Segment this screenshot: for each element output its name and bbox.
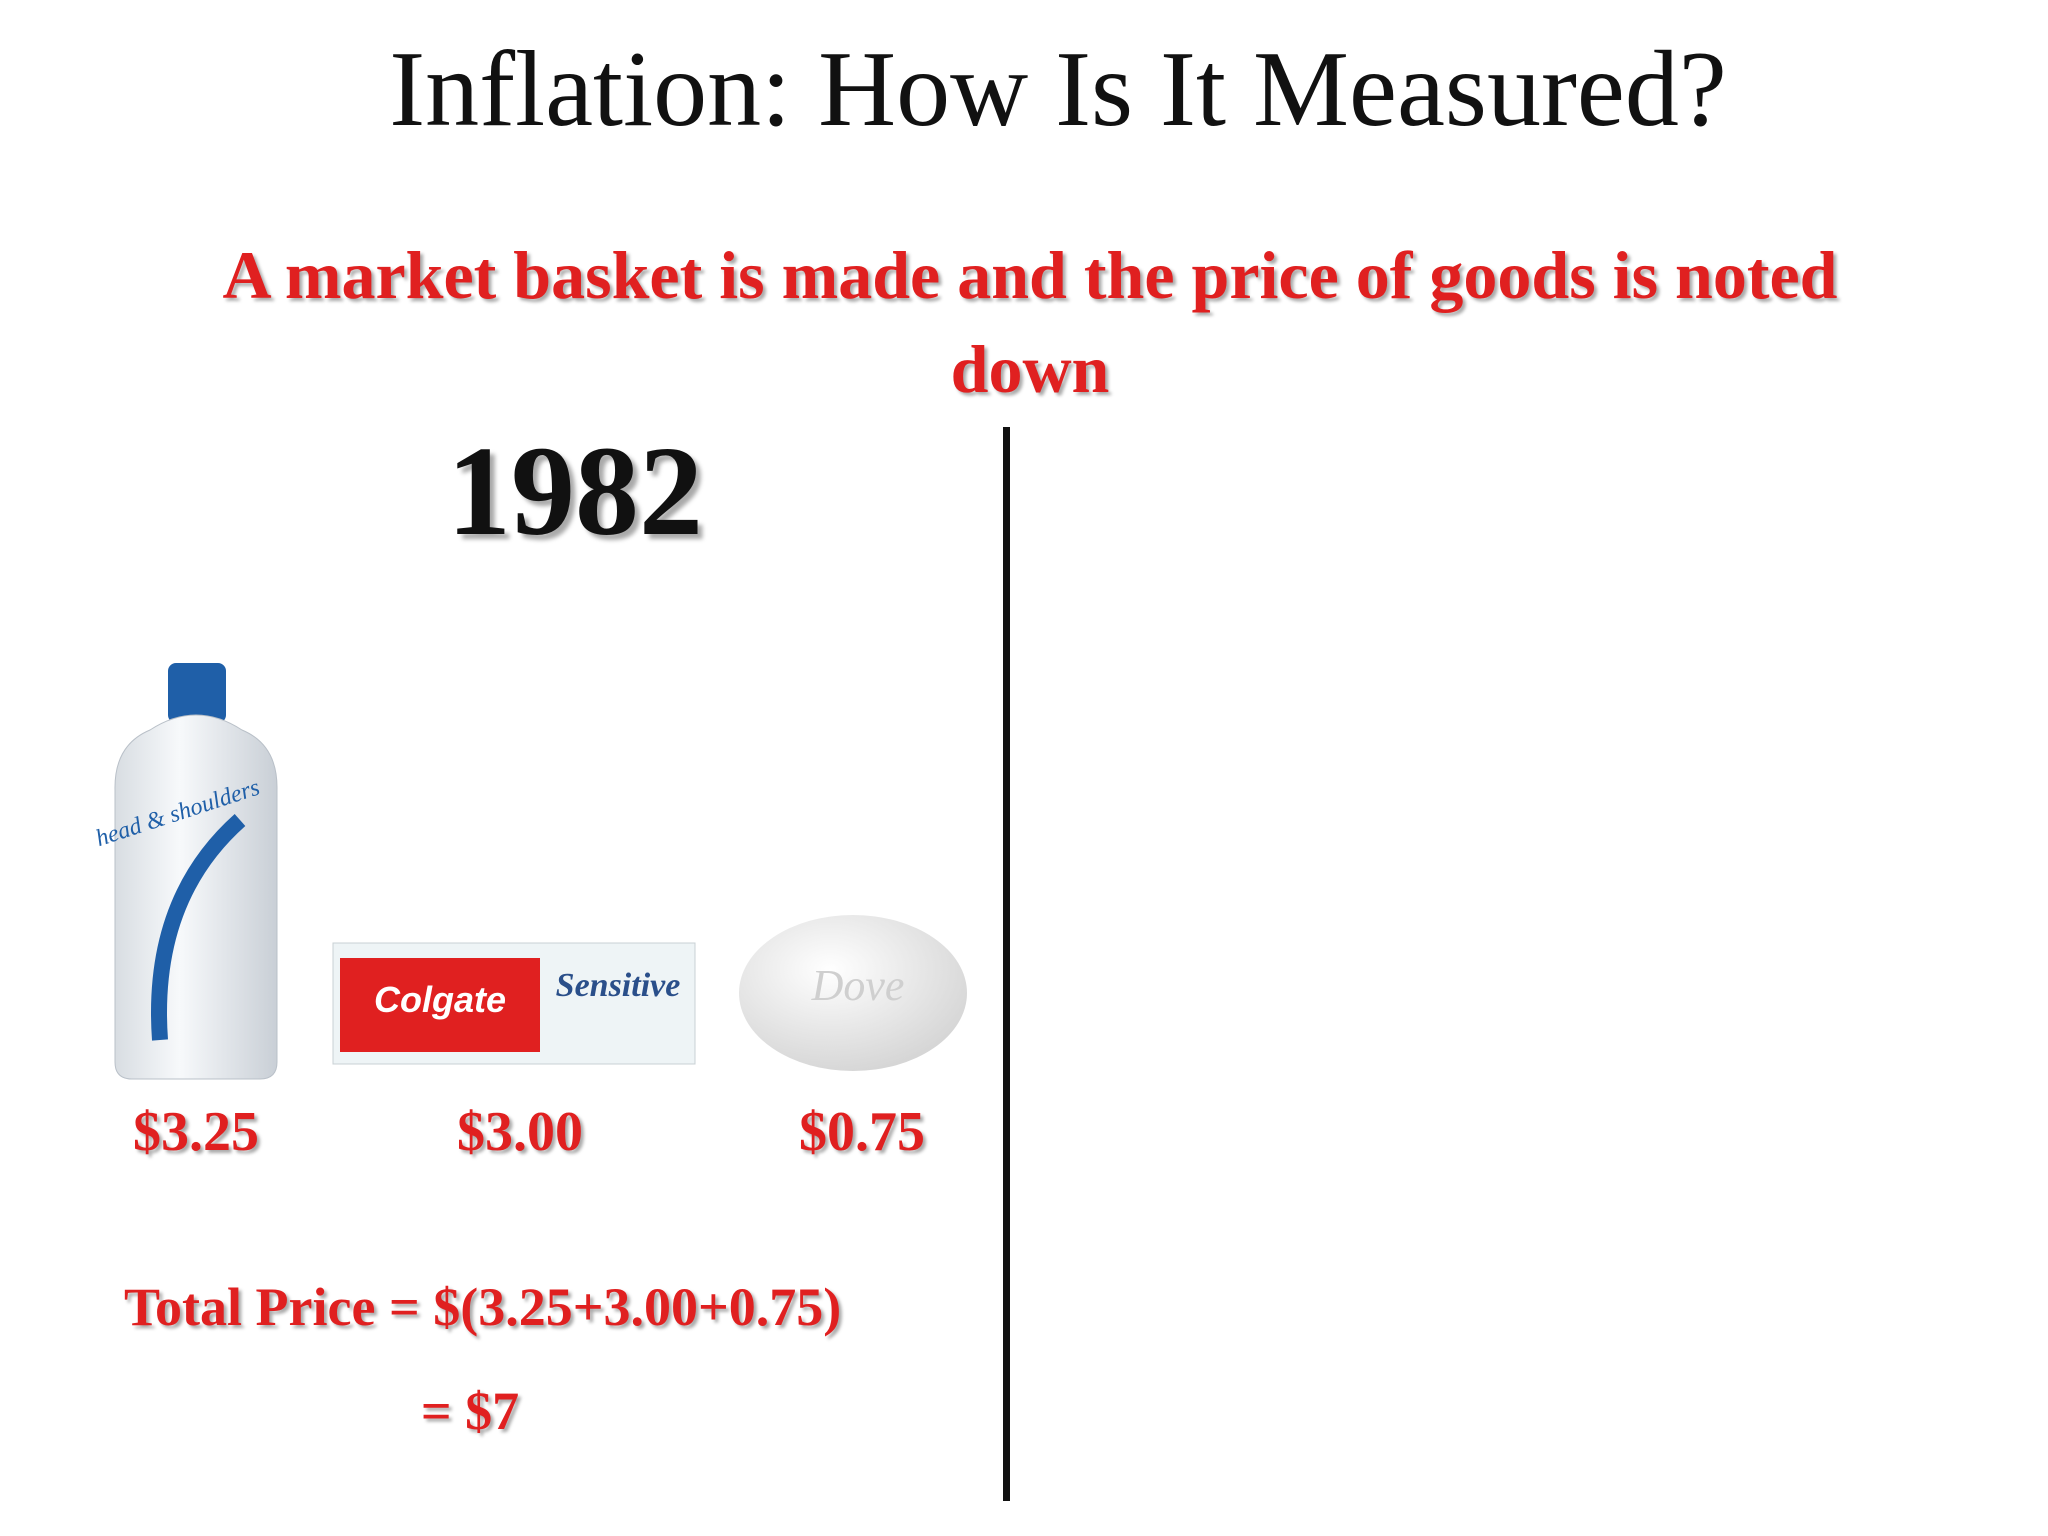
subtitle: A market basket is made and the price of… [222,237,1838,407]
toothpaste-box: Colgate Sensitive [332,942,696,1065]
price: $3.00 [457,1101,583,1163]
total-result: = $7 [420,1381,520,1441]
price: $3.25 [133,1101,259,1163]
price: $0.75 [799,1101,925,1163]
soap-bar: Dove [739,915,967,1071]
brand-label: Dove [811,961,905,1010]
year-heading: 1982 [447,420,703,562]
total-formula: Total Price = $(3.25+3.00+0.75) [124,1277,842,1337]
shampoo-bottle: head & shoulders [93,663,278,1080]
products: head & shoulders Colgate Sensitive Dove [93,663,967,1080]
slide-title: Inflation: How Is It Measured? [389,30,1727,149]
brand-sublabel: Sensitive [556,967,681,1004]
brand-label: Colgate [374,979,506,1020]
divider [1003,427,1010,1501]
